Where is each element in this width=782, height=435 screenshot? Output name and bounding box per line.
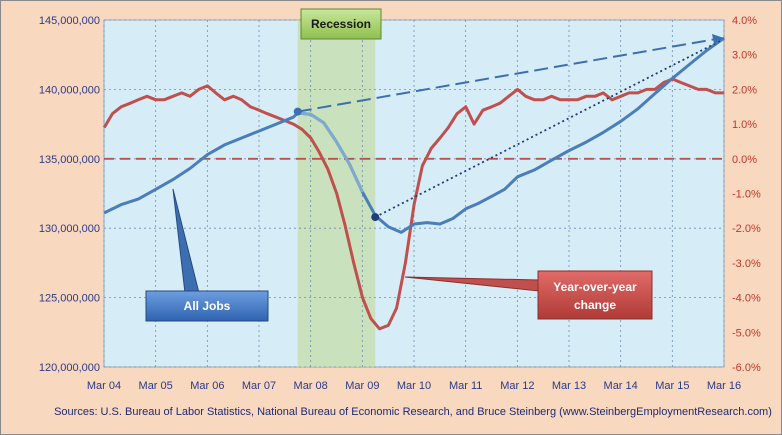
x-tick-label: Mar 13 (552, 380, 586, 392)
svg-text:Recession: Recession (311, 17, 371, 31)
right-tick-label: 0.0% (732, 154, 757, 166)
source-note: Sources: U.S. Bureau of Labor Statistics… (54, 406, 772, 418)
series-line-all-jobs (103, 36, 726, 234)
x-tick-label: Mar 07 (242, 380, 276, 392)
left-tick-label: 130,000,000 (39, 223, 100, 235)
svg-text:Year-over-year: Year-over-year (553, 280, 637, 294)
left-tick-label: 125,000,000 (39, 293, 100, 305)
x-tick-label: Mar 09 (345, 380, 379, 392)
right-tick-label: 2.0% (732, 84, 757, 96)
series-line-year-over-year-change (102, 77, 725, 331)
right-tick-label: -5.0% (732, 327, 761, 339)
left-tick-label: 140,000,000 (39, 84, 100, 96)
trend-arrowhead (712, 34, 724, 45)
left-axis-ticks: 120,000,000 125,000,000 130,000,000 135,000… (39, 15, 100, 374)
right-tick-label: -6.0% (732, 362, 761, 374)
trend-line-dashed (297, 38, 717, 113)
series-line-all-jobs-recession (297, 111, 364, 193)
trough-marker (371, 213, 380, 222)
x-tick-label: Mar 14 (604, 380, 638, 392)
x-tick-label: Mar 11 (449, 380, 482, 392)
svg-text:change: change (574, 298, 616, 312)
x-tick-label: Mar 08 (294, 380, 328, 392)
x-tick-label: Mar 16 (707, 380, 741, 392)
x-tick-label: Mar 15 (655, 380, 689, 392)
right-tick-label: -2.0% (732, 223, 761, 235)
x-axis-ticks: Mar 04 Mar 05 Mar 06 Mar 07 Mar 08 Mar 09 Mar … (87, 380, 741, 392)
x-tick-label: Mar 12 (500, 380, 534, 392)
all-jobs-callout: All Jobs (145, 188, 269, 322)
left-tick-label: 135,000,000 (39, 154, 100, 166)
yoy-callout: Year-over-year change (404, 270, 653, 320)
recession-label: Recession (300, 8, 382, 40)
right-tick-label: -3.0% (732, 258, 761, 270)
left-tick-label: 120,000,000 (39, 362, 100, 374)
x-tick-label: Mar 06 (190, 380, 224, 392)
svg-text:All Jobs: All Jobs (184, 299, 231, 313)
right-tick-label: -4.0% (732, 293, 761, 305)
right-tick-label: 4.0% (732, 15, 757, 27)
x-tick-label: Mar 05 (139, 380, 173, 392)
left-tick-label: 145,000,000 (39, 15, 100, 27)
peak-marker (293, 107, 302, 116)
right-axis-ticks: -6.0% -5.0% -4.0% -3.0% -2.0% -1.0% 0.0% 1.0% 2.… (732, 15, 761, 374)
right-tick-label: -1.0% (732, 189, 761, 201)
x-tick-label: Mar 04 (87, 380, 121, 392)
right-tick-label: 1.0% (732, 119, 757, 131)
right-tick-label: 3.0% (732, 50, 757, 62)
x-tick-label: Mar 10 (397, 380, 431, 392)
